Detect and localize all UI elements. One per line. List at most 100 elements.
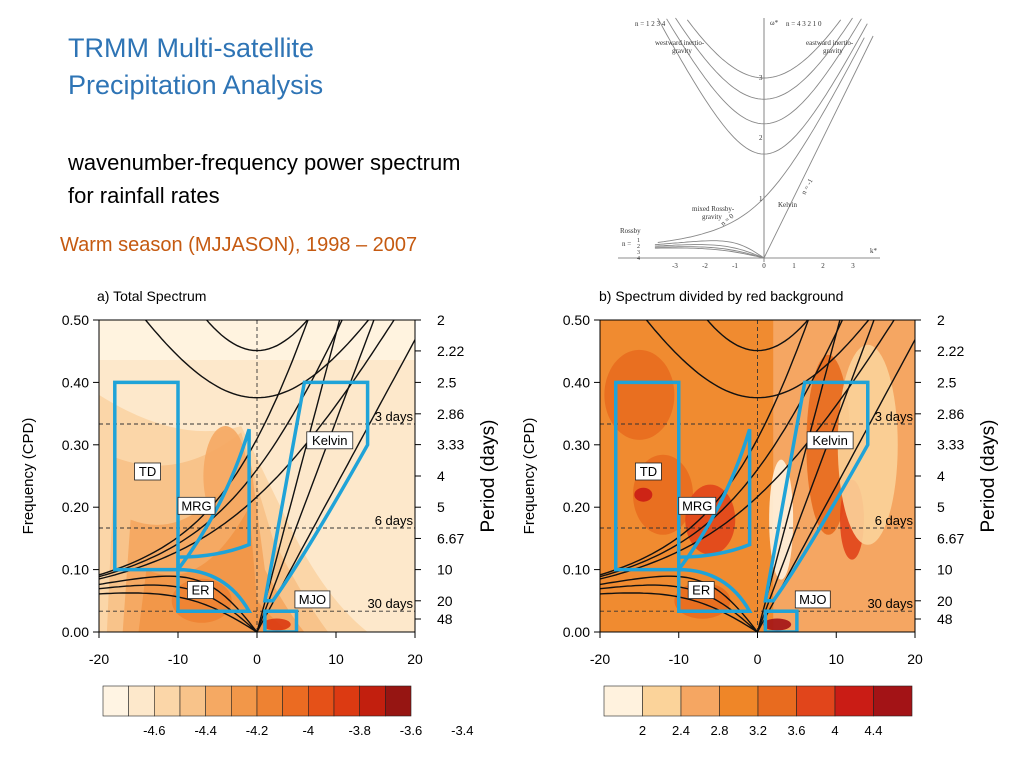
ptick-label-10: 48 [437,611,453,627]
colorbar-label-6: -3.4 [451,723,473,738]
ig-curve-h50 [600,0,915,297]
rossby-curve-4 [654,247,765,259]
disp-xtick-2: -2 [702,262,708,270]
ig-curve-3 [675,17,853,100]
colorbar-swatch-3 [179,685,206,717]
colorbar-swatch-9 [333,685,360,717]
panel-b-field [600,0,915,632]
rossby-label: Rossby [620,227,641,235]
ref-label-1: 6 days [875,513,914,528]
xtick-label-1: -10 [669,651,689,667]
colorbar-label-1: -4.4 [194,723,216,738]
colorbar-swatch-5 [231,685,258,717]
region-label-mrg: MRG [682,498,712,513]
panel-a-title: a) Total Spectrum [97,288,206,304]
xtick-label-4: 20 [407,651,423,667]
colorbar-swatch-11 [385,685,412,717]
ylabel-left: Frequency (CPD) [20,418,37,535]
ptick-label-10: 48 [937,611,953,627]
region-label-box-kelvin [306,431,354,450]
slide-title-line-2: Precipitation Analysis [68,70,324,100]
westward-label-2: gravity [672,47,692,55]
region-label-td: TD [139,464,156,479]
colorbar-swatch-4 [205,685,232,717]
ytick-label-2: 0.20 [62,499,89,515]
panel-a: a) Total Spectrum TD MRG Kelvin ER MJO 3 days… [20,288,499,738]
ptick-label-3: 2.86 [937,406,964,422]
kelvin-curve-h25 [256,320,375,632]
ptick-label-6: 5 [937,499,945,515]
ptick-label-3: 2.86 [437,406,464,422]
ptick-label-5: 4 [437,468,445,484]
slide-title-line-1: TRMM Multi-satellite [68,33,315,63]
mrg-region [176,428,251,575]
mrg-label-1: mixed Rossby- [692,205,735,213]
region-label-kelvin: Kelvin [812,433,847,448]
xtick-label-3: 10 [328,651,344,667]
panel-b-colorbar: 2 2.4 2.8 3.2 3.6 4 4.4 [603,685,913,738]
colorbar-swatch-8 [308,685,335,717]
region-label-box-mrg [177,496,216,515]
kelvin-line [763,35,874,259]
ptick-label-1: 2.22 [937,343,964,359]
disp-xtick-7: 3 [851,262,855,270]
region-label-box-kelvin [806,431,854,450]
ptick-label-4: 3.33 [937,437,964,453]
xtick-label-2: 0 [754,651,762,667]
contour-blob-3 [262,618,291,631]
kelvin-label: Kelvin [778,201,798,209]
ytick-label-5: 0.50 [62,312,89,328]
slide-title: TRMM Multi-satellite Precipitation Analy… [68,30,528,104]
colorbar-swatch-6 [256,685,283,717]
colorbar-swatch-1 [128,685,155,717]
panel-b: b) Spectrum divided by red background TD… [521,0,999,738]
ptick-label-1: 2.22 [437,343,464,359]
region-label-box-er [687,581,715,599]
region-label-box-td [134,462,161,481]
ref-label-2: 30 days [867,596,913,611]
mrg-curve-h25 [600,320,844,578]
colorbar-label-4: 3.6 [787,723,805,738]
region-label-box-mjo [294,590,331,609]
slide-subtitle-line-1: wavenumber-frequency power spectrum [68,150,461,175]
colorbar-label-2: 2.8 [710,723,728,738]
ig-curve-1 [657,18,868,155]
ptick-label-6: 5 [437,499,445,515]
ytick-label-4: 0.40 [62,374,89,390]
xtick-label-3: 10 [828,651,844,667]
ytick-label-5: 0.50 [563,312,590,328]
ig-curve-h25 [706,320,809,352]
region-label-box-er [187,581,214,599]
region-label-er: ER [191,583,209,598]
colorbar-swatch-6 [834,685,874,717]
n-rossby-label: n = [622,240,631,248]
xtick-label-0: -20 [590,651,610,667]
ig-curve-h12 [645,320,870,399]
region-label-box-mrg [678,496,717,515]
ylabel-right: Period (days) [978,420,999,533]
ptick-label-2: 2.5 [437,374,457,390]
contour-blob-10 [763,618,792,631]
colorbar-label-3: -4 [303,723,315,738]
ptick-label-4: 3.33 [437,437,464,453]
disp-ytick-1: 1 [759,195,763,203]
ytick-label-0: 0.00 [563,624,590,640]
contour-top-band [99,320,415,360]
disp-xtick-4: 0 [762,262,766,270]
colorbar-label-0: -4.6 [143,723,165,738]
mrg-curve-h50 [600,320,810,576]
region-label-mjo: MJO [299,592,326,607]
colorbar-swatch-0 [102,685,129,717]
disp-xtick-3: -1 [732,262,738,270]
ref-label-0: 3 days [375,409,414,424]
kelvin-curve-h50 [256,320,341,632]
ptick-label-7: 6.67 [437,530,464,546]
xtick-label-0: -20 [89,651,109,667]
ig-curve-h12 [144,320,370,399]
ptick-label-8: 10 [437,562,453,578]
contour-blob-3 [634,487,653,502]
colorbar-swatch-3 [719,685,759,717]
mrg-curve-h12 [99,320,395,580]
ref-label-0: 3 days [875,409,914,424]
disp-ytick-3: 3 [759,74,763,82]
